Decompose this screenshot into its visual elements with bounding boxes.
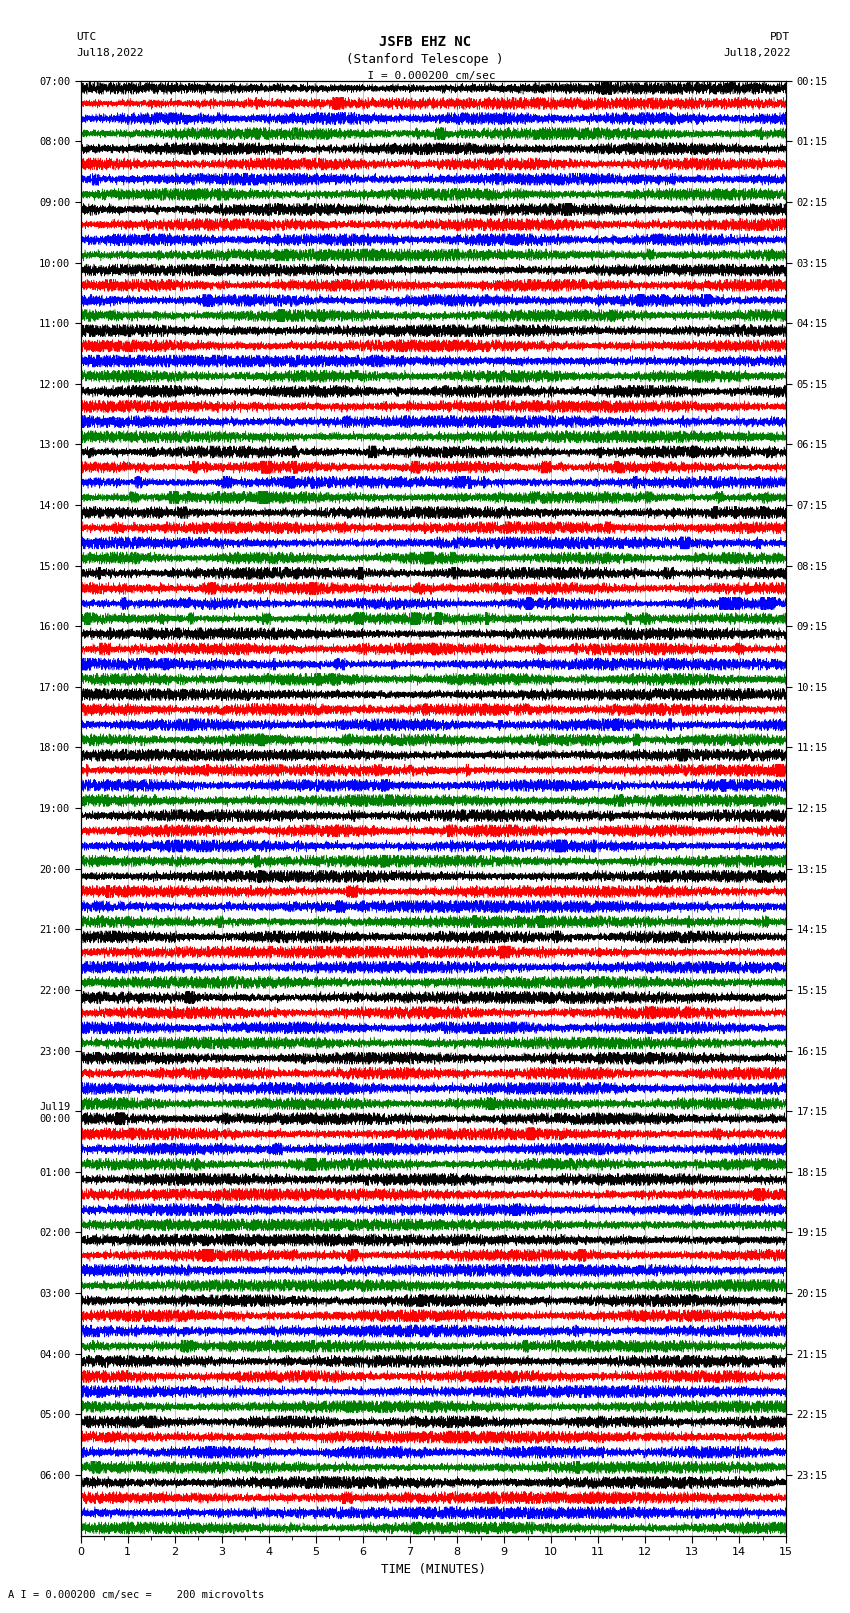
Text: JSFB EHZ NC: JSFB EHZ NC [379,35,471,50]
Text: Jul18,2022: Jul18,2022 [76,48,144,58]
Text: (Stanford Telescope ): (Stanford Telescope ) [346,53,504,66]
Text: UTC: UTC [76,32,97,42]
Text: PDT: PDT [770,32,790,42]
X-axis label: TIME (MINUTES): TIME (MINUTES) [381,1563,486,1576]
Text: A I = 0.000200 cm/sec =    200 microvolts: A I = 0.000200 cm/sec = 200 microvolts [8,1590,264,1600]
Text: I = 0.000200 cm/sec: I = 0.000200 cm/sec [354,71,496,81]
Text: Jul18,2022: Jul18,2022 [723,48,791,58]
